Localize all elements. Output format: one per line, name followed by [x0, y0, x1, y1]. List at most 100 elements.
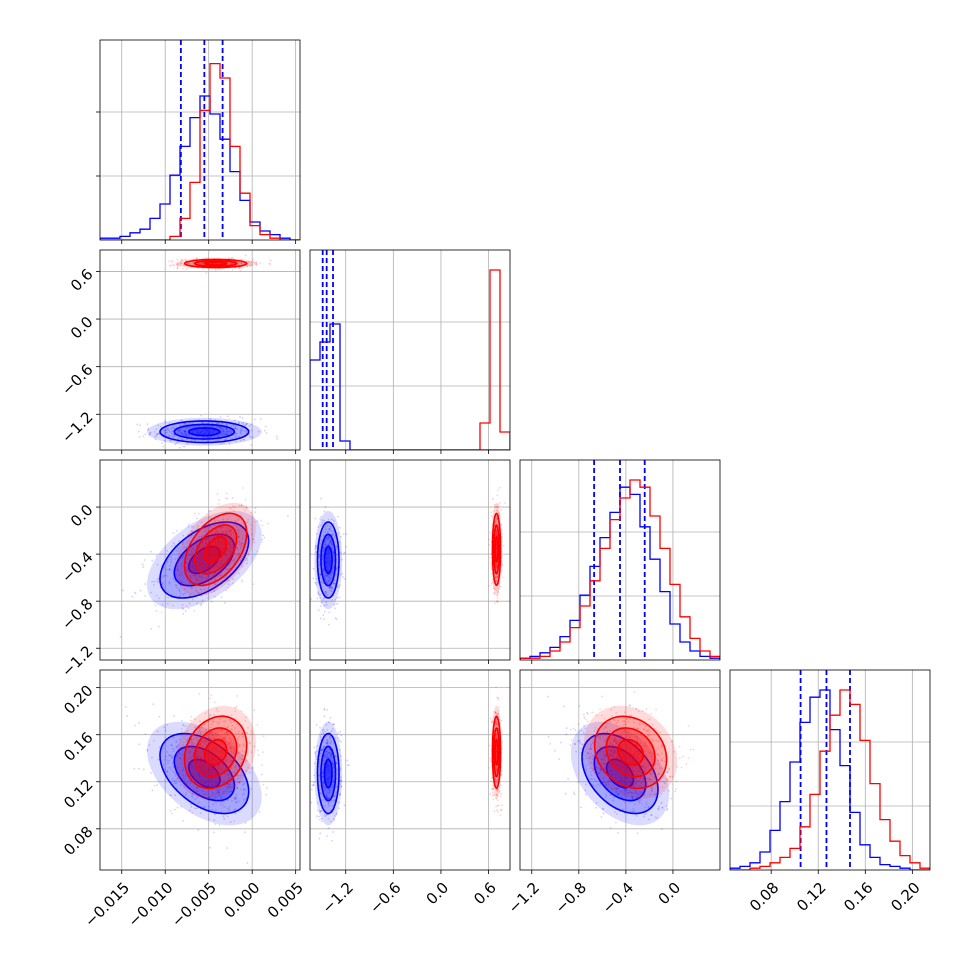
sample-point [197, 591, 200, 594]
sample-point [191, 555, 194, 558]
sample-point [330, 573, 332, 576]
sample-point [247, 261, 250, 264]
sample-point [240, 788, 242, 791]
sample-point [496, 696, 498, 699]
sample-point [214, 760, 217, 762]
sample-point [195, 257, 198, 260]
sample-point [204, 740, 207, 743]
sample-point [219, 526, 222, 529]
sample-point [212, 768, 215, 770]
sample-point [234, 427, 236, 430]
y-tick-label: −0.4 [58, 548, 96, 586]
sample-point [227, 564, 229, 566]
sample-point [250, 264, 253, 266]
sample-point [498, 706, 501, 709]
sample-point [201, 535, 204, 538]
sample-point [253, 541, 256, 544]
sample-point [195, 578, 198, 581]
sample-point [226, 534, 229, 537]
sample-point [164, 755, 167, 758]
sample-point [328, 563, 331, 566]
sample-point [224, 759, 227, 761]
sample-point [495, 530, 498, 533]
sample-point [181, 606, 184, 609]
sample-point [238, 572, 240, 575]
sample-point [185, 791, 188, 794]
sample-point [210, 563, 213, 566]
contour-blue [173, 533, 236, 587]
sample-point [229, 739, 232, 742]
sample-point [329, 558, 332, 561]
sample-point [186, 738, 189, 741]
sample-point [184, 430, 187, 433]
histogram-blue [100, 95, 300, 240]
sample-point [326, 574, 329, 577]
sample-point [209, 565, 212, 568]
sample-point [205, 564, 208, 567]
sample-point [236, 737, 239, 740]
sample-point [199, 775, 201, 778]
sample-point [311, 784, 314, 787]
sample-point [228, 530, 230, 533]
sample-point [235, 440, 238, 443]
sample-point [215, 755, 218, 758]
sample-point [182, 263, 184, 265]
sample-point [230, 785, 233, 788]
sample-point [319, 543, 322, 546]
sample-point [203, 781, 206, 784]
sample-point [133, 768, 136, 770]
sample-point [246, 861, 249, 864]
sample-point [200, 535, 203, 538]
sample-point [187, 553, 190, 556]
sample-point [179, 424, 182, 427]
sample-point [335, 603, 338, 605]
sample-point [184, 258, 187, 261]
sample-point [225, 520, 228, 523]
sample-point [250, 751, 253, 754]
sample-point [324, 528, 327, 531]
sample-point [212, 429, 215, 432]
sample-point [173, 544, 176, 547]
sample-point [215, 564, 218, 567]
sample-point [185, 546, 188, 549]
sample-point [207, 733, 210, 735]
sample-point [188, 435, 191, 437]
sample-point [231, 799, 233, 802]
sample-point [496, 576, 499, 578]
sample-point [495, 509, 498, 512]
sample-point [194, 573, 196, 576]
sample-point [318, 775, 321, 777]
sample-point [328, 586, 331, 589]
sample-point [493, 587, 496, 590]
sample-point [171, 430, 174, 432]
sample-point [339, 767, 342, 770]
sample-point [222, 526, 225, 529]
sample-point [189, 782, 192, 785]
sample-point [189, 772, 192, 775]
sample-point [202, 432, 205, 435]
sample-point [166, 759, 169, 762]
contour-blue [323, 545, 333, 575]
sample-point [336, 566, 339, 569]
sample-point [339, 730, 342, 733]
sample-point [217, 734, 220, 737]
sample-point [226, 532, 228, 535]
sample-point [325, 592, 328, 595]
sample-point [199, 431, 201, 434]
sample-point [314, 517, 317, 520]
sample-point [326, 581, 329, 583]
sample-point [154, 604, 157, 607]
sample-point [201, 262, 204, 265]
sample-point [183, 430, 186, 433]
sample-point [330, 809, 332, 812]
contour-blue [146, 510, 262, 610]
sample-point [198, 692, 201, 695]
sample-point [191, 586, 194, 589]
sample-point [190, 554, 193, 557]
sample-point [240, 504, 243, 506]
sample-point [496, 601, 499, 604]
sample-point [188, 576, 191, 579]
sample-point [327, 563, 330, 565]
sample-point [176, 766, 179, 769]
sample-point [185, 566, 187, 569]
